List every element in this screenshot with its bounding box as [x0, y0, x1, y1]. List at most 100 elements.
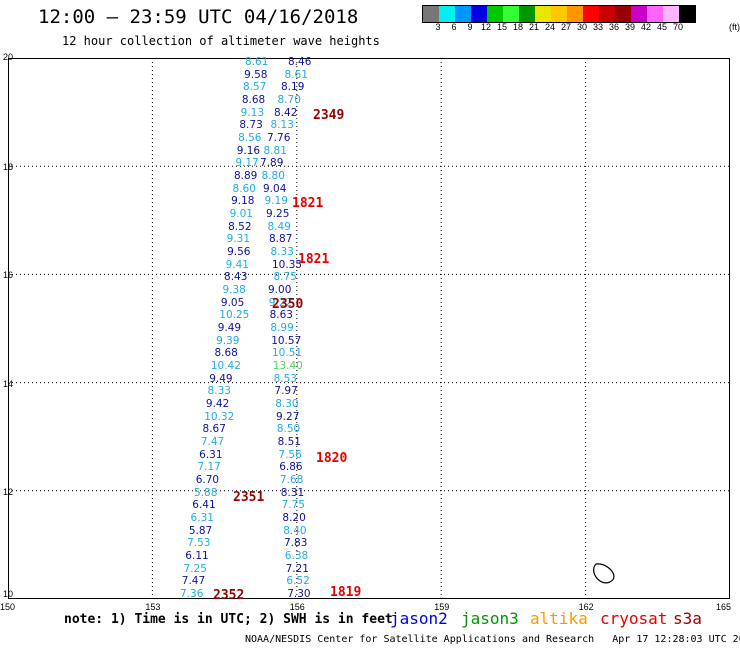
- swh-value-right: 8.99: [270, 322, 294, 334]
- colorbar-swatch: [615, 6, 631, 22]
- swh-value-right: 9.27: [276, 410, 300, 423]
- swh-value-right: 8.63: [269, 309, 293, 322]
- swh-value-right: 8.46: [288, 56, 312, 68]
- latitude-tick: 10: [3, 589, 14, 599]
- island-outline: [593, 563, 615, 584]
- colorbar-label: 24: [544, 22, 556, 32]
- colorbar-swatch: [679, 6, 695, 22]
- swh-value-right: 8.42: [274, 106, 298, 119]
- swh-value-left: 8.33: [207, 385, 231, 398]
- latitude-tick: 14: [3, 378, 14, 389]
- longitude-tick: 153: [145, 602, 161, 612]
- swh-value-left: 10.42: [210, 360, 241, 372]
- colorbar-swatch: [663, 6, 679, 22]
- swh-value-left: 9.41: [225, 258, 249, 271]
- colorbar-swatch: [423, 6, 439, 22]
- swh-value-left: 6.41: [192, 499, 216, 512]
- swh-value-right: 7.75: [281, 499, 305, 512]
- pass-cycle-label: 2352: [213, 588, 245, 603]
- swh-value-right: 9.04: [263, 182, 287, 195]
- swh-value-right: 8.49: [267, 220, 291, 233]
- figure-subtitle: 12 hour collection of altimeter wave hei…: [62, 34, 380, 48]
- swh-value-right: 8.80: [261, 170, 285, 182]
- swh-value-left: 6.31: [190, 512, 214, 524]
- swh-value-right: 13.40: [272, 360, 303, 372]
- swh-value-left: 8.68: [241, 94, 266, 106]
- swh-value-right: 8.81: [263, 144, 287, 157]
- colorbar-label: 27: [560, 22, 572, 32]
- longitude-tick: 162: [578, 602, 594, 612]
- swh-value-right: 7.21: [285, 562, 309, 575]
- legend-jason3: jason3: [461, 609, 519, 628]
- colorbar-label: 33: [592, 22, 604, 32]
- swh-value-left: 8.89: [233, 170, 258, 182]
- swh-value-left: 9.01: [229, 208, 253, 220]
- swh-value-right: 8.30: [275, 398, 299, 410]
- swh-value-right: 10.57: [271, 334, 302, 347]
- swh-value-right: 8.53: [273, 372, 297, 385]
- swh-value-left: 7.53: [187, 537, 211, 550]
- latitude-tick: 18: [3, 162, 14, 173]
- latitude-tick: 16: [3, 270, 14, 281]
- swh-value-right: 6.38: [284, 550, 309, 562]
- swh-value-left: 9.49: [217, 322, 242, 334]
- map-frame: [8, 58, 730, 599]
- swh-value-left: 8.61: [245, 56, 269, 68]
- pass-cycle-label: 2351: [233, 490, 265, 505]
- colorbar-label: 42: [640, 22, 652, 32]
- colorbar-swatch: [631, 6, 647, 22]
- legend-altika: altika: [530, 609, 588, 628]
- swh-value-right: 8.33: [270, 246, 294, 258]
- swh-value-left: 8.56: [238, 132, 262, 144]
- latitude-tick: 20: [3, 52, 14, 62]
- swh-value-right: 6.52: [286, 575, 310, 588]
- colorbar-label: 30: [576, 22, 588, 32]
- swh-value-left: 10.25: [219, 309, 250, 322]
- colorbar-unit: (ft): [729, 22, 740, 32]
- colorbar-swatch: [487, 6, 503, 22]
- legend-s3a: s3a: [673, 609, 702, 628]
- legend-cryosat: cryosat: [600, 609, 668, 628]
- legend-jason2: jason2: [390, 609, 448, 628]
- colorbar-label: 6: [451, 22, 457, 32]
- swh-value-left: 6.70: [195, 474, 220, 486]
- swh-value-left: 9.38: [222, 284, 246, 296]
- colorbar-label: 39: [624, 22, 636, 32]
- swh-value-left: 8.67: [202, 423, 226, 436]
- colorbar-label: 45: [656, 22, 668, 32]
- colorbar-swatch: [599, 6, 615, 22]
- swh-value-left: 9.58: [244, 68, 268, 81]
- swh-value-right: 8.40: [283, 524, 307, 537]
- swh-value-left: 7.47: [181, 575, 206, 588]
- swh-value-left: 5.87: [188, 524, 213, 537]
- swh-value-right: 8.70: [277, 94, 301, 106]
- pass-cycle-label: 1819: [330, 585, 362, 600]
- swh-value-right: 8.20: [282, 512, 306, 524]
- colorbar-swatch: [519, 6, 535, 22]
- swh-value-left: 9.39: [216, 334, 240, 347]
- swh-value-right: 10.35: [272, 258, 303, 271]
- colorbar-swatch: [535, 6, 551, 22]
- swh-value-left: 5.88: [194, 486, 218, 499]
- swh-value-right: 6.86: [279, 461, 303, 474]
- swh-value-left: 8.60: [232, 182, 256, 195]
- swh-value-right: 7.89: [260, 157, 284, 170]
- swh-value-right: 8.75: [273, 271, 297, 284]
- swh-value-left: 9.17: [235, 157, 259, 170]
- swh-value-left: 9.56: [227, 246, 251, 258]
- swh-value-left: 8.43: [224, 271, 248, 284]
- swh-value-right: 9.00: [268, 284, 292, 296]
- colorbar-swatch: [439, 6, 455, 22]
- colorbar-swatch: [647, 6, 663, 22]
- swh-value-left: 9.18: [231, 195, 255, 208]
- swh-value-left: 9.49: [209, 372, 233, 385]
- colorbar-label: 18: [512, 22, 524, 32]
- swh-value-left: 7.25: [183, 562, 207, 575]
- colorbar-swatch: [567, 6, 583, 22]
- swh-value-left: 9.13: [240, 106, 265, 119]
- colorbar-label: 12: [480, 22, 492, 32]
- swh-value-right: 9.22: [268, 296, 293, 309]
- swh-value-right: 9.19: [264, 195, 288, 208]
- colorbar-label: 15: [496, 22, 508, 32]
